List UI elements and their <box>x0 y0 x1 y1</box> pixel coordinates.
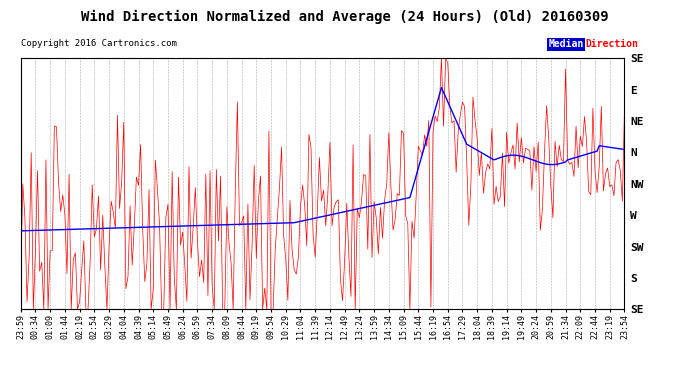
Text: Copyright 2016 Cartronics.com: Copyright 2016 Cartronics.com <box>21 39 177 48</box>
Text: Direction: Direction <box>585 39 638 50</box>
Text: Wind Direction Normalized and Average (24 Hours) (Old) 20160309: Wind Direction Normalized and Average (2… <box>81 9 609 24</box>
Text: Median: Median <box>549 39 584 50</box>
